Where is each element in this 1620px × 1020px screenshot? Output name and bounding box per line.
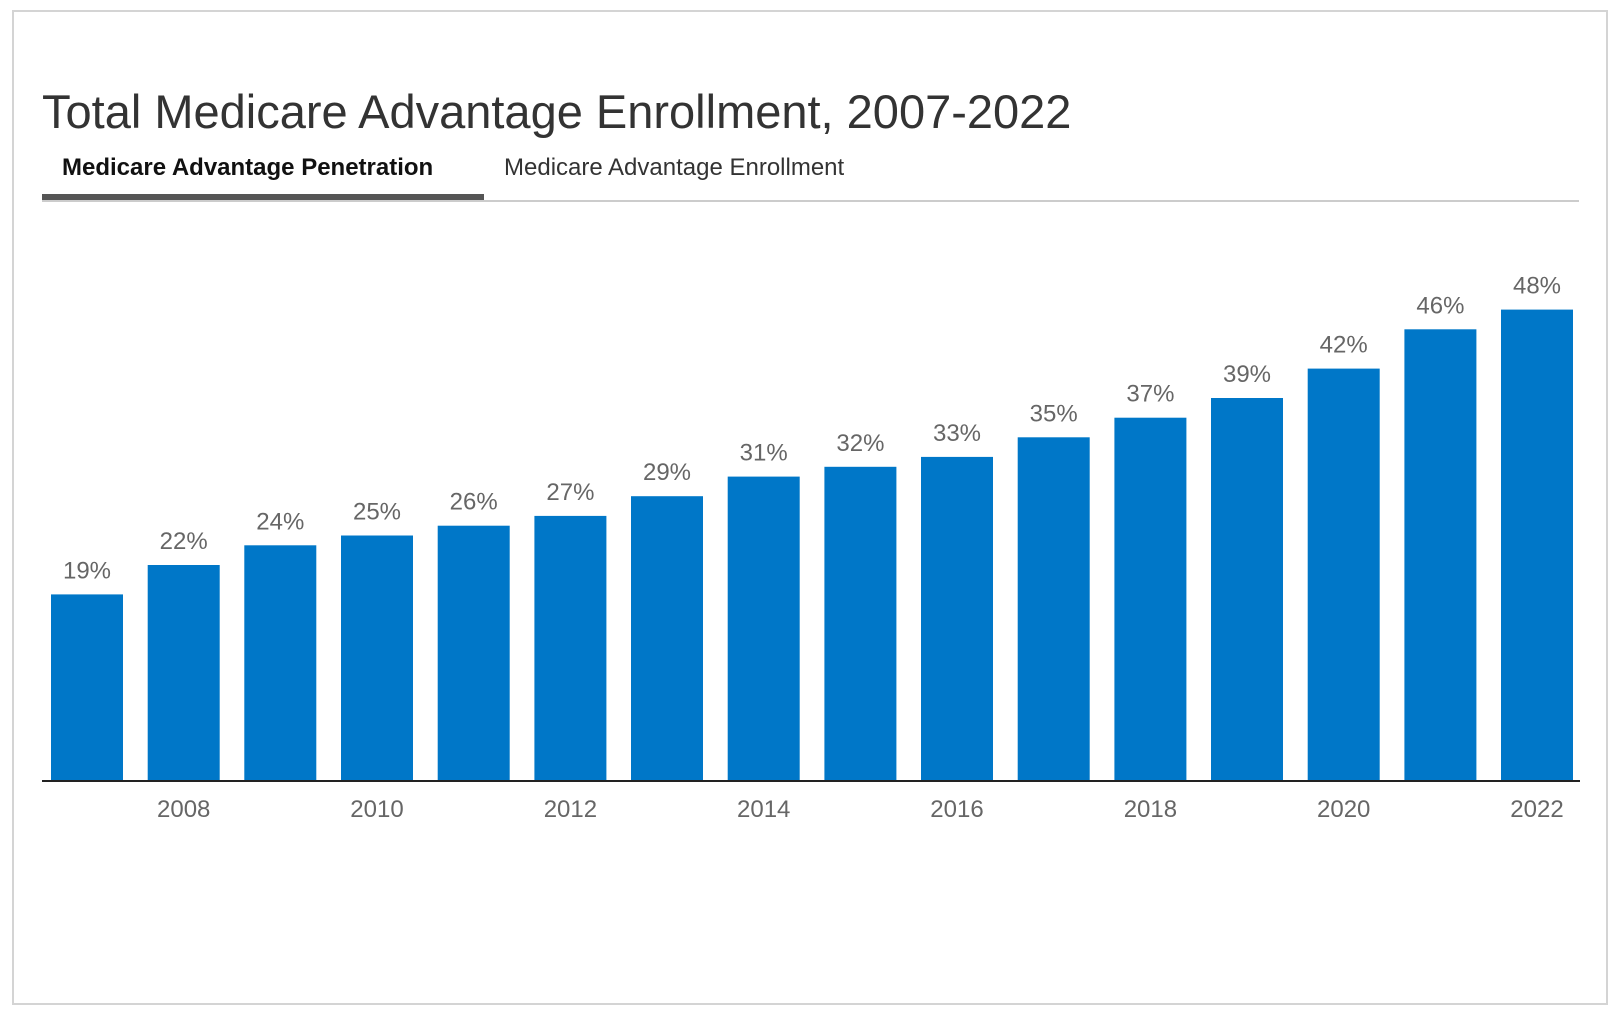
data-label-2010: 25% xyxy=(353,499,401,526)
tab-enrollment[interactable]: Medicare Advantage Enrollment xyxy=(504,154,845,181)
data-label-2016: 33% xyxy=(933,420,981,447)
bar-2012[interactable] xyxy=(534,515,607,781)
data-label-2018: 37% xyxy=(1126,381,1174,408)
data-label-2011: 26% xyxy=(450,489,498,516)
bar-2020[interactable] xyxy=(1307,368,1380,781)
bar-2007[interactable] xyxy=(51,594,123,781)
x-tick-label-2014: 2014 xyxy=(737,796,790,823)
x-tick-label-2016: 2016 xyxy=(930,796,983,823)
data-label-2013: 29% xyxy=(643,459,691,486)
data-label-2020: 42% xyxy=(1320,332,1368,359)
chart-tabs: Medicare Advantage Penetration Medicare … xyxy=(42,148,1579,202)
bar-2014[interactable] xyxy=(727,476,800,781)
x-tick-label-2022: 2022 xyxy=(1510,796,1563,823)
tab-penetration[interactable]: Medicare Advantage Penetration xyxy=(42,148,484,200)
data-label-2009: 24% xyxy=(256,508,304,535)
data-label-2012: 27% xyxy=(546,479,594,506)
x-tick-label-2020: 2020 xyxy=(1317,796,1370,823)
data-label-2007: 19% xyxy=(63,557,111,584)
data-label-2019: 39% xyxy=(1223,361,1271,388)
data-label-2015: 32% xyxy=(836,430,884,457)
data-label-2014: 31% xyxy=(740,440,788,467)
bar-2011[interactable] xyxy=(437,525,510,781)
chart-title: Total Medicare Advantage Enrollment, 200… xyxy=(42,85,1072,138)
bar-2008[interactable] xyxy=(147,565,220,781)
bar-2009[interactable] xyxy=(244,545,317,781)
x-tick-label-2018: 2018 xyxy=(1124,796,1177,823)
bar-2022[interactable] xyxy=(1501,309,1573,781)
data-label-2017: 35% xyxy=(1030,400,1078,427)
bar-2013[interactable] xyxy=(631,496,703,781)
bar-2010[interactable] xyxy=(341,535,413,782)
x-tick-label-2008: 2008 xyxy=(157,796,210,823)
bar-2015[interactable] xyxy=(824,466,897,781)
bar-2019[interactable] xyxy=(1211,398,1283,781)
data-label-2008: 22% xyxy=(160,528,208,555)
bar-2017[interactable] xyxy=(1017,437,1090,781)
x-tick-label-2010: 2010 xyxy=(350,796,403,823)
data-label-2022: 48% xyxy=(1513,273,1561,300)
bar-2021[interactable] xyxy=(1404,329,1477,781)
bar-2018[interactable] xyxy=(1114,417,1187,781)
data-label-2021: 46% xyxy=(1416,292,1464,319)
x-tick-label-2012: 2012 xyxy=(544,796,597,823)
bar-2016[interactable] xyxy=(921,456,993,781)
